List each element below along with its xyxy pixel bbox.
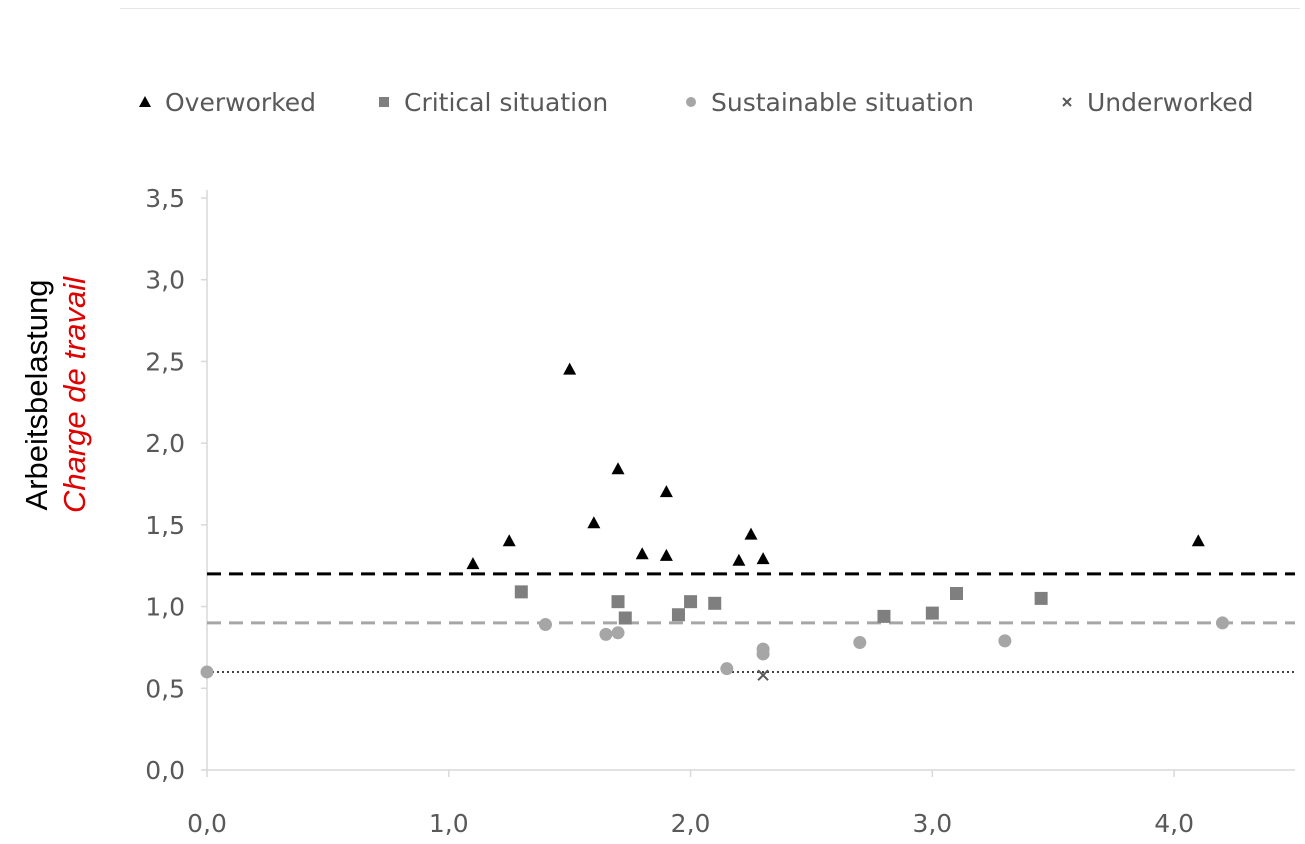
point-critical-situation bbox=[671, 608, 685, 622]
y-tick-label: 2,0 bbox=[145, 429, 185, 458]
legend-label-critical: Critical situation bbox=[404, 87, 609, 117]
point-overworked bbox=[732, 553, 746, 566]
point-critical-situation bbox=[1034, 591, 1048, 605]
legend-label-overworked: Overworked bbox=[165, 87, 316, 117]
point-critical-situation bbox=[925, 606, 939, 620]
point-sustainable-situation bbox=[538, 618, 552, 632]
legend-x-marker-icon bbox=[1062, 97, 1072, 107]
point-overworked bbox=[563, 362, 577, 375]
point-overworked bbox=[587, 516, 601, 529]
point-sustainable-situation bbox=[200, 665, 214, 679]
point-underworked bbox=[757, 669, 769, 681]
x-tick-label: 3,0 bbox=[912, 809, 952, 838]
point-overworked bbox=[659, 485, 673, 498]
y-tick-label: 1,5 bbox=[145, 511, 185, 540]
legend-square-marker-icon bbox=[379, 97, 389, 107]
point-critical-situation bbox=[611, 595, 625, 609]
legend-item-underworked: Underworked bbox=[1055, 82, 1254, 122]
point-sustainable-situation bbox=[1215, 616, 1229, 630]
point-critical-situation bbox=[708, 596, 722, 610]
point-sustainable-situation bbox=[720, 662, 734, 676]
point-overworked bbox=[756, 552, 770, 565]
y-tick-label: 1,0 bbox=[145, 593, 185, 622]
x-tick-label: 2,0 bbox=[671, 809, 711, 838]
point-sustainable-situation bbox=[611, 626, 625, 640]
legend-label-sustainable: Sustainable situation bbox=[711, 87, 974, 117]
legend: Overworked Critical situation Sustainabl… bbox=[0, 82, 1305, 122]
point-sustainable-situation bbox=[853, 636, 867, 650]
legend-label-underworked: Underworked bbox=[1087, 87, 1254, 117]
y-tick-label: 3,5 bbox=[145, 184, 185, 213]
legend-triangle-marker-icon bbox=[139, 96, 151, 107]
y-tick-label: 0,5 bbox=[145, 674, 185, 703]
point-critical-situation bbox=[950, 586, 964, 600]
point-overworked bbox=[502, 534, 516, 547]
point-overworked bbox=[611, 462, 625, 475]
point-sustainable-situation bbox=[599, 627, 613, 641]
legend-circle-marker-icon bbox=[686, 97, 696, 107]
point-critical-situation bbox=[514, 585, 528, 599]
x-tick-label: 1,0 bbox=[429, 809, 469, 838]
x-tick-label: 0,0 bbox=[187, 809, 227, 838]
legend-item-critical: Critical situation bbox=[372, 82, 608, 122]
point-sustainable-situation bbox=[998, 634, 1012, 648]
point-overworked bbox=[744, 527, 758, 540]
legend-item-sustainable: Sustainable situation bbox=[679, 82, 974, 122]
point-critical-situation bbox=[618, 611, 632, 625]
legend-item-overworked: Overworked bbox=[133, 82, 316, 122]
point-sustainable-situation bbox=[756, 647, 770, 661]
y-tick-label: 2,5 bbox=[145, 347, 185, 376]
point-critical-situation bbox=[877, 609, 891, 623]
top-divider bbox=[120, 8, 1300, 9]
y-tick-label: 3,0 bbox=[145, 266, 185, 295]
point-overworked bbox=[659, 548, 673, 561]
x-tick-label: 4,0 bbox=[1154, 809, 1194, 838]
y-tick-label: 0,0 bbox=[145, 756, 185, 785]
point-overworked bbox=[466, 557, 480, 570]
point-overworked bbox=[635, 547, 649, 560]
point-overworked bbox=[1191, 534, 1205, 547]
point-critical-situation bbox=[684, 595, 698, 609]
